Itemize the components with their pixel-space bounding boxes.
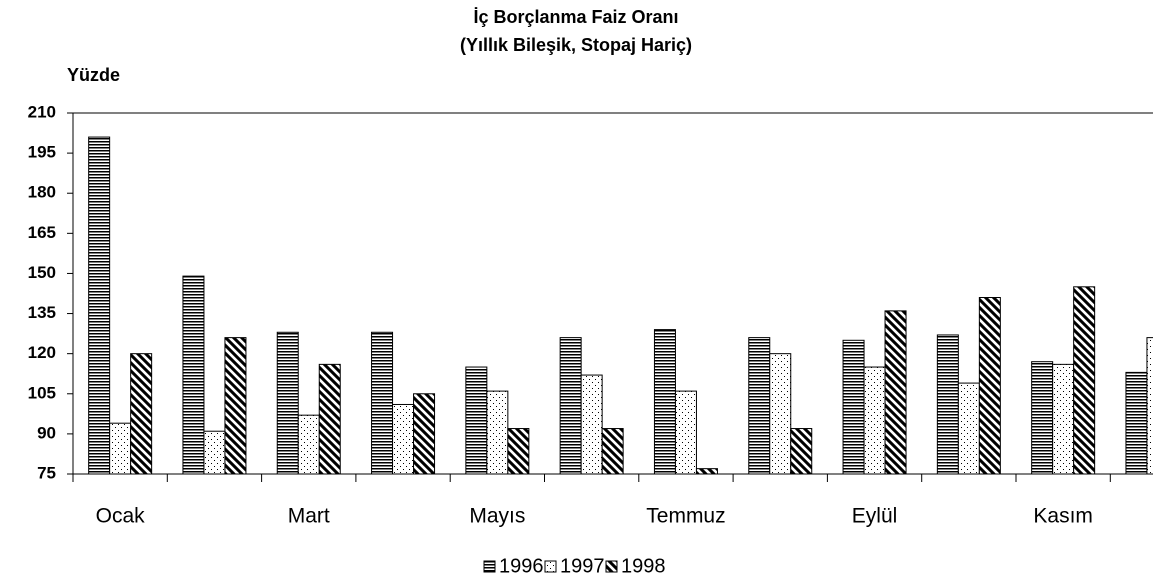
- legend-swatch: [483, 560, 496, 573]
- bar: [276, 331, 299, 475]
- bar: [413, 393, 436, 475]
- legend-label: 1998: [621, 555, 666, 577]
- bar: [1031, 361, 1054, 475]
- bar: [695, 468, 718, 475]
- x-tick-label: Temmuz: [646, 505, 725, 528]
- bar: [465, 366, 488, 475]
- y-tick-label: 150: [28, 263, 56, 282]
- x-tick-label: Mart: [288, 505, 330, 528]
- legend-label: 1996: [499, 555, 544, 577]
- bar: [507, 428, 530, 475]
- bar: [1052, 363, 1075, 475]
- y-axis-label: Yüzde: [67, 65, 120, 85]
- bar: [601, 428, 624, 475]
- legend-swatch: [544, 560, 557, 573]
- bar: [392, 403, 415, 475]
- bar: [297, 414, 320, 475]
- bar: [486, 390, 509, 475]
- bar: [957, 382, 980, 475]
- bar: [674, 390, 697, 475]
- y-tick-label: 195: [28, 143, 56, 162]
- bar: [653, 329, 676, 475]
- bar: [863, 366, 886, 475]
- bar: [580, 374, 603, 475]
- y-tick-label: 75: [37, 463, 56, 482]
- bar: [182, 275, 205, 475]
- bar: [884, 310, 907, 475]
- x-tick-label: Eylül: [852, 505, 898, 528]
- legend-label: 1997: [560, 555, 605, 577]
- bar: [1125, 371, 1148, 475]
- bar: [88, 136, 111, 475]
- bar: [203, 430, 226, 475]
- y-tick-label: 210: [28, 102, 56, 121]
- x-tick-label: Mayıs: [469, 505, 525, 528]
- bar: [769, 353, 792, 475]
- bar: [936, 334, 959, 475]
- chart-subtitle: (Yıllık Bileşik, Stopaj Hariç): [460, 35, 692, 55]
- y-tick-label: 90: [37, 423, 56, 442]
- y-tick-label: 120: [28, 343, 56, 362]
- bar: [559, 337, 582, 475]
- bar: [1146, 337, 1153, 475]
- bar: [109, 422, 132, 475]
- bar: [842, 339, 865, 475]
- y-tick-label: 105: [28, 383, 56, 402]
- x-tick-label: Ocak: [96, 505, 146, 528]
- bar: [748, 337, 771, 475]
- bar: [371, 331, 394, 475]
- bar: [978, 297, 1001, 475]
- bar: [224, 337, 247, 475]
- legend-swatch: [605, 560, 618, 573]
- y-tick-label: 180: [28, 183, 56, 202]
- x-tick-label: Kasım: [1033, 505, 1093, 528]
- bar: [790, 428, 813, 475]
- bar: [130, 353, 153, 475]
- chart-title: İç Borçlanma Faiz Oranı: [473, 7, 678, 27]
- y-tick-label: 135: [28, 303, 56, 322]
- bar: [1073, 286, 1096, 475]
- y-tick-label: 165: [28, 223, 56, 242]
- bar: [318, 363, 341, 475]
